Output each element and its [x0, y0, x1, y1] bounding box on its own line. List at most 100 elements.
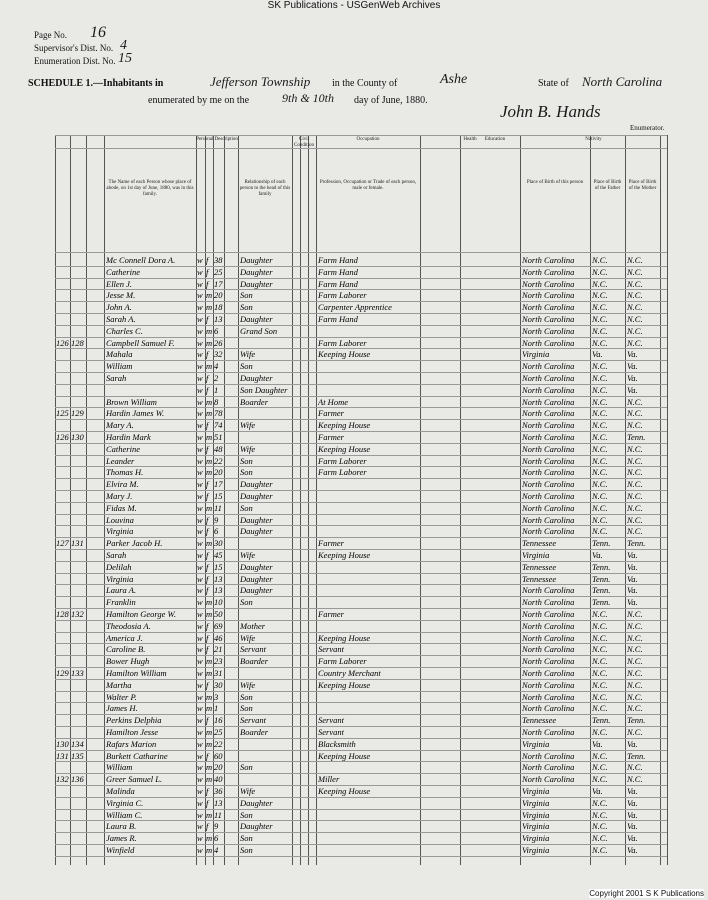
- cell: w: [197, 290, 203, 301]
- column-rule: [205, 135, 206, 865]
- supervisor-label: Supervisor's Dist. No.: [34, 43, 114, 53]
- cell: N.C.: [592, 502, 608, 513]
- cell: Va.: [592, 550, 603, 560]
- cell: f: [206, 278, 209, 289]
- page-label: Page No.: [34, 30, 67, 40]
- column-header: Place of Birth of the Mother: [628, 180, 657, 191]
- state: North Carolina: [582, 74, 663, 89]
- cell: Tenn.: [627, 750, 646, 761]
- cell: North Carolina: [522, 302, 575, 313]
- cell: m: [206, 833, 213, 844]
- cell: N.C.: [627, 502, 643, 513]
- cell: North Carolina: [522, 373, 575, 383]
- cell: 36: [214, 786, 223, 796]
- cell: Mary A.: [106, 420, 134, 431]
- cell: w: [197, 738, 203, 749]
- cell: N.C.: [592, 656, 608, 667]
- cell: Keeping House: [318, 632, 371, 643]
- row-rule: [55, 690, 667, 692]
- cell: North Carolina: [522, 479, 575, 490]
- cell: North Carolina: [522, 691, 575, 702]
- cell: m: [206, 502, 213, 513]
- row-rule: [55, 796, 667, 798]
- rule: [55, 148, 667, 149]
- cell: Daughter: [240, 526, 273, 537]
- row-rule: [55, 501, 667, 503]
- cell: North Carolina: [522, 455, 575, 466]
- cell: 40: [214, 774, 223, 785]
- cell: 6: [214, 833, 219, 844]
- cell: North Carolina: [522, 750, 575, 761]
- cell: Daughter: [240, 255, 273, 265]
- cell: w: [197, 314, 203, 324]
- cell: Winfield: [106, 845, 135, 855]
- cell: Farmer: [318, 609, 344, 619]
- cell: North Carolina: [522, 762, 575, 773]
- cell: N.C.: [592, 420, 608, 431]
- cell: Hardin Mark: [106, 432, 151, 442]
- row-rule: [55, 537, 667, 539]
- cell: N.C.: [627, 396, 643, 407]
- column-header: Place of Birth of this person: [526, 180, 584, 185]
- cell: N.C.: [627, 514, 643, 525]
- cell: N.C.: [592, 609, 608, 619]
- cell: m: [206, 597, 213, 608]
- cell: m: [206, 396, 213, 407]
- cell: N.C.: [592, 703, 608, 714]
- cell: w: [197, 502, 203, 513]
- cell: Perkins Delphia: [106, 715, 162, 726]
- cell: N.C.: [592, 467, 608, 478]
- cell: N.C.: [627, 632, 643, 643]
- cell: N.C.: [627, 609, 643, 619]
- column-rule: [300, 135, 301, 865]
- cell: m: [206, 337, 213, 348]
- cell: Sarah A.: [106, 314, 136, 324]
- cell: w: [197, 620, 203, 631]
- cell: Virginia: [522, 821, 550, 832]
- cell: Grand Son: [240, 325, 278, 336]
- cell: William: [106, 361, 133, 372]
- cell: Virginia: [522, 738, 550, 749]
- cell: 13: [214, 573, 223, 584]
- cell: 10: [214, 597, 223, 608]
- cell: 6: [214, 325, 219, 336]
- cell: Keeping House: [318, 550, 371, 560]
- cell: m: [206, 691, 213, 702]
- cell: w: [197, 443, 203, 454]
- cell: Daughter: [240, 373, 273, 383]
- schedule: SCHEDULE 1.—Inhabitants in: [28, 78, 164, 89]
- cell: Burkett Catharine: [106, 750, 168, 761]
- cell: 50: [214, 609, 223, 619]
- cell: North Carolina: [522, 278, 575, 289]
- column-rule: [590, 135, 591, 865]
- cell: Farm Laborer: [318, 467, 367, 478]
- cell: N.C.: [592, 455, 608, 466]
- cell: North Carolina: [522, 585, 575, 596]
- cell: North Carolina: [522, 420, 575, 431]
- column-header: Relationship of each person to the head …: [239, 180, 291, 197]
- cell: North Carolina: [522, 337, 575, 348]
- cell: Daughter: [240, 821, 273, 832]
- cell: Keeping House: [318, 679, 371, 690]
- cell: Servant: [318, 715, 344, 726]
- cell: North Carolina: [522, 632, 575, 643]
- column-rule: [460, 135, 461, 865]
- cell: Tennessee: [522, 573, 557, 584]
- cell: f: [206, 750, 209, 761]
- cell: Va.: [627, 809, 638, 820]
- cell: Son: [240, 467, 253, 478]
- cell: North Carolina: [522, 727, 575, 737]
- cell: 20: [214, 762, 223, 773]
- cell: N.C.: [592, 762, 608, 773]
- row-rule: [55, 832, 667, 834]
- group-header: Nativity: [585, 137, 602, 142]
- cell: Farm Laborer: [318, 290, 367, 301]
- cell: Jesse M.: [106, 290, 136, 301]
- cell: w: [197, 396, 203, 407]
- cell: Son: [240, 455, 253, 466]
- row-rule: [55, 820, 667, 822]
- cell: N.C.: [592, 727, 608, 737]
- cell: N.C.: [627, 668, 643, 678]
- cell: 22: [214, 455, 223, 466]
- cell: N.C.: [627, 679, 643, 690]
